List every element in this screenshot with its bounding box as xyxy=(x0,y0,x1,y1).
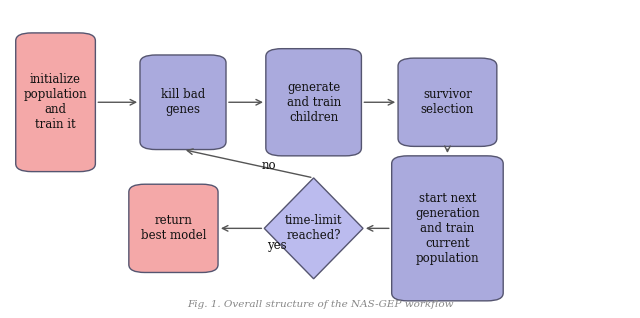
Text: Fig. 1. Overall structure of the NAS-GEP workflow: Fig. 1. Overall structure of the NAS-GEP… xyxy=(187,300,453,308)
FancyBboxPatch shape xyxy=(392,156,503,301)
Text: kill bad
genes: kill bad genes xyxy=(161,88,205,116)
Text: start next
generation
and train
current
population: start next generation and train current … xyxy=(415,192,480,265)
FancyBboxPatch shape xyxy=(398,58,497,146)
FancyBboxPatch shape xyxy=(16,33,95,172)
FancyBboxPatch shape xyxy=(266,49,362,156)
Text: time-limit
reached?: time-limit reached? xyxy=(285,214,342,242)
Text: initialize
population
and
train it: initialize population and train it xyxy=(24,73,88,131)
Text: yes: yes xyxy=(268,239,287,252)
Text: survivor
selection: survivor selection xyxy=(420,88,474,116)
Text: no: no xyxy=(262,159,276,172)
Polygon shape xyxy=(264,178,363,279)
Text: return
best model: return best model xyxy=(141,214,206,242)
Text: generate
and train
children: generate and train children xyxy=(287,81,340,124)
FancyBboxPatch shape xyxy=(140,55,226,149)
FancyBboxPatch shape xyxy=(129,184,218,273)
